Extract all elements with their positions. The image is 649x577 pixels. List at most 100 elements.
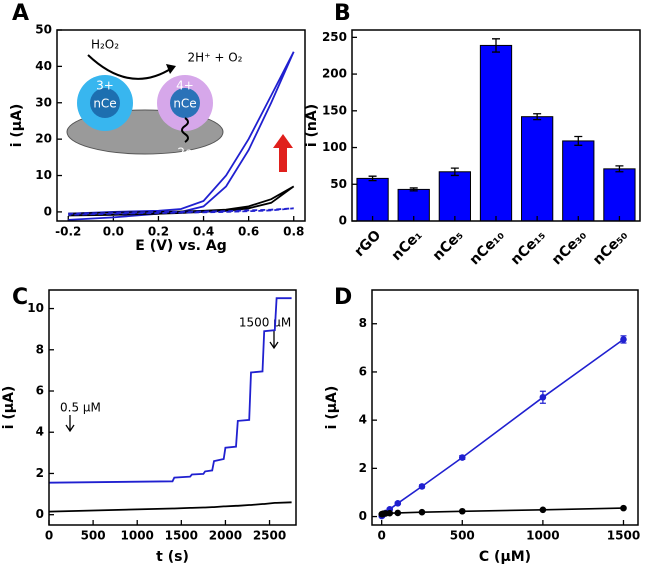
y-tick-label: 0 — [359, 509, 367, 523]
y-tick-label: 6 — [36, 384, 44, 398]
x-tick-label: nCe₃₀ — [549, 227, 590, 268]
x-tick-label: nCe₅₀ — [590, 227, 631, 268]
annotation: nCe — [173, 97, 196, 111]
x-tick-label: 500 — [450, 529, 475, 543]
x-tick-label: nCe₅ — [430, 227, 467, 264]
x-tick-label: 0.2 — [148, 225, 169, 239]
annotation: 3+ — [96, 79, 114, 93]
error-bar — [615, 165, 624, 173]
y-axis-title: i (nA) — [304, 104, 320, 147]
y-tick-label: 2 — [36, 466, 44, 480]
x-axis-title: t (s) — [156, 549, 189, 565]
x-tick-label: 2000 — [209, 529, 242, 543]
particle-core — [170, 88, 200, 118]
reaction-arrow — [87, 54, 173, 80]
x-tick-label: 0.0 — [103, 225, 124, 239]
annotation: 1500 μM — [239, 316, 291, 330]
point — [539, 393, 547, 401]
point — [394, 509, 402, 517]
y-tick-label: 250 — [322, 30, 347, 44]
point — [418, 483, 426, 490]
plot-frame — [371, 289, 639, 526]
error-bar — [533, 113, 542, 121]
point — [620, 504, 627, 512]
plot-frame — [56, 29, 306, 222]
y-tick-label: 6 — [359, 364, 367, 378]
x-tick-label: 1500 — [607, 529, 640, 543]
inset: H₂O₂ 2H⁺ + O₂ 3+ nCe 4+ nCe 2e⁻ — [66, 38, 293, 172]
x-axis-title: C (μM) — [479, 549, 531, 565]
y-axis-title: i (μA) — [324, 386, 340, 430]
panel-label: B — [334, 1, 351, 26]
y-tick-label: 150 — [322, 103, 347, 117]
panel-label: D — [334, 285, 352, 310]
x-tick-label: 0.6 — [238, 225, 259, 239]
x-tick-label: rGO — [351, 227, 384, 260]
y-axis-title: i (μA) — [1, 386, 17, 430]
increase-arrow — [273, 134, 293, 172]
y-axis-title: i (μA) — [9, 104, 25, 148]
x-tick-label: nCe₁ — [389, 227, 426, 264]
particle-core — [90, 88, 120, 118]
plot-frame — [351, 29, 641, 222]
annotation: 0.5 μM — [60, 401, 101, 415]
y-tick-label: 4 — [359, 413, 367, 427]
bar — [356, 177, 389, 222]
bar — [438, 171, 471, 222]
x-tick-label: 1500 — [165, 529, 198, 543]
panel-label: C — [12, 285, 28, 310]
annotation-arrow — [65, 415, 75, 433]
point — [620, 336, 627, 343]
point — [539, 506, 547, 514]
fit-line — [381, 507, 624, 515]
x-tick-label: 0 — [45, 529, 53, 543]
bar — [562, 140, 595, 222]
panel-label: A — [12, 1, 29, 26]
annotation: 2e⁻ — [177, 146, 198, 160]
x-tick-label: nCe₁₅ — [508, 227, 549, 268]
x-tick-label: 500 — [81, 529, 106, 543]
y-tick-label: 50 — [35, 23, 52, 37]
x-tick-label: -0.2 — [55, 225, 81, 239]
y-tick-label: 20 — [35, 132, 52, 146]
annotation: 2H⁺ + O₂ — [188, 51, 243, 65]
bar — [603, 168, 636, 222]
y-tick-label: 0 — [36, 507, 44, 521]
point — [386, 509, 394, 517]
plot-frame — [48, 289, 297, 526]
point — [394, 500, 402, 507]
arrow-head — [166, 64, 176, 74]
y-tick-label: 50 — [330, 177, 347, 191]
y-tick-label: 10 — [35, 168, 52, 182]
x-axis-title: E (V) vs. Ag — [135, 238, 226, 254]
x-tick-label: 0 — [377, 529, 385, 543]
y-tick-label: 40 — [35, 59, 52, 73]
x-tick-label: 1000 — [121, 529, 154, 543]
electron-arrow — [181, 117, 189, 143]
y-tick-label: 200 — [322, 67, 347, 81]
error-bar — [574, 135, 583, 146]
y-tick-label: 0 — [339, 214, 347, 228]
x-tick-label: 0.8 — [283, 225, 304, 239]
data-line — [48, 501, 292, 513]
x-tick-label: nCe₁₀ — [467, 227, 508, 268]
y-tick-label: 10 — [27, 301, 44, 315]
point — [458, 454, 466, 461]
error-bar — [368, 175, 377, 182]
y-tick-label: 8 — [359, 316, 367, 330]
point — [418, 508, 426, 516]
y-tick-label: 2 — [359, 461, 367, 475]
point — [458, 507, 466, 515]
bar — [479, 44, 513, 222]
data-line — [68, 207, 294, 216]
error-bar — [409, 187, 418, 192]
data-line — [48, 297, 292, 484]
bar — [521, 116, 554, 222]
annotation-arrow — [269, 330, 279, 350]
x-tick-label: 2500 — [253, 529, 286, 543]
annotation: H₂O₂ — [91, 38, 119, 52]
annotation: nCe — [93, 97, 116, 111]
fit-line — [381, 338, 624, 517]
